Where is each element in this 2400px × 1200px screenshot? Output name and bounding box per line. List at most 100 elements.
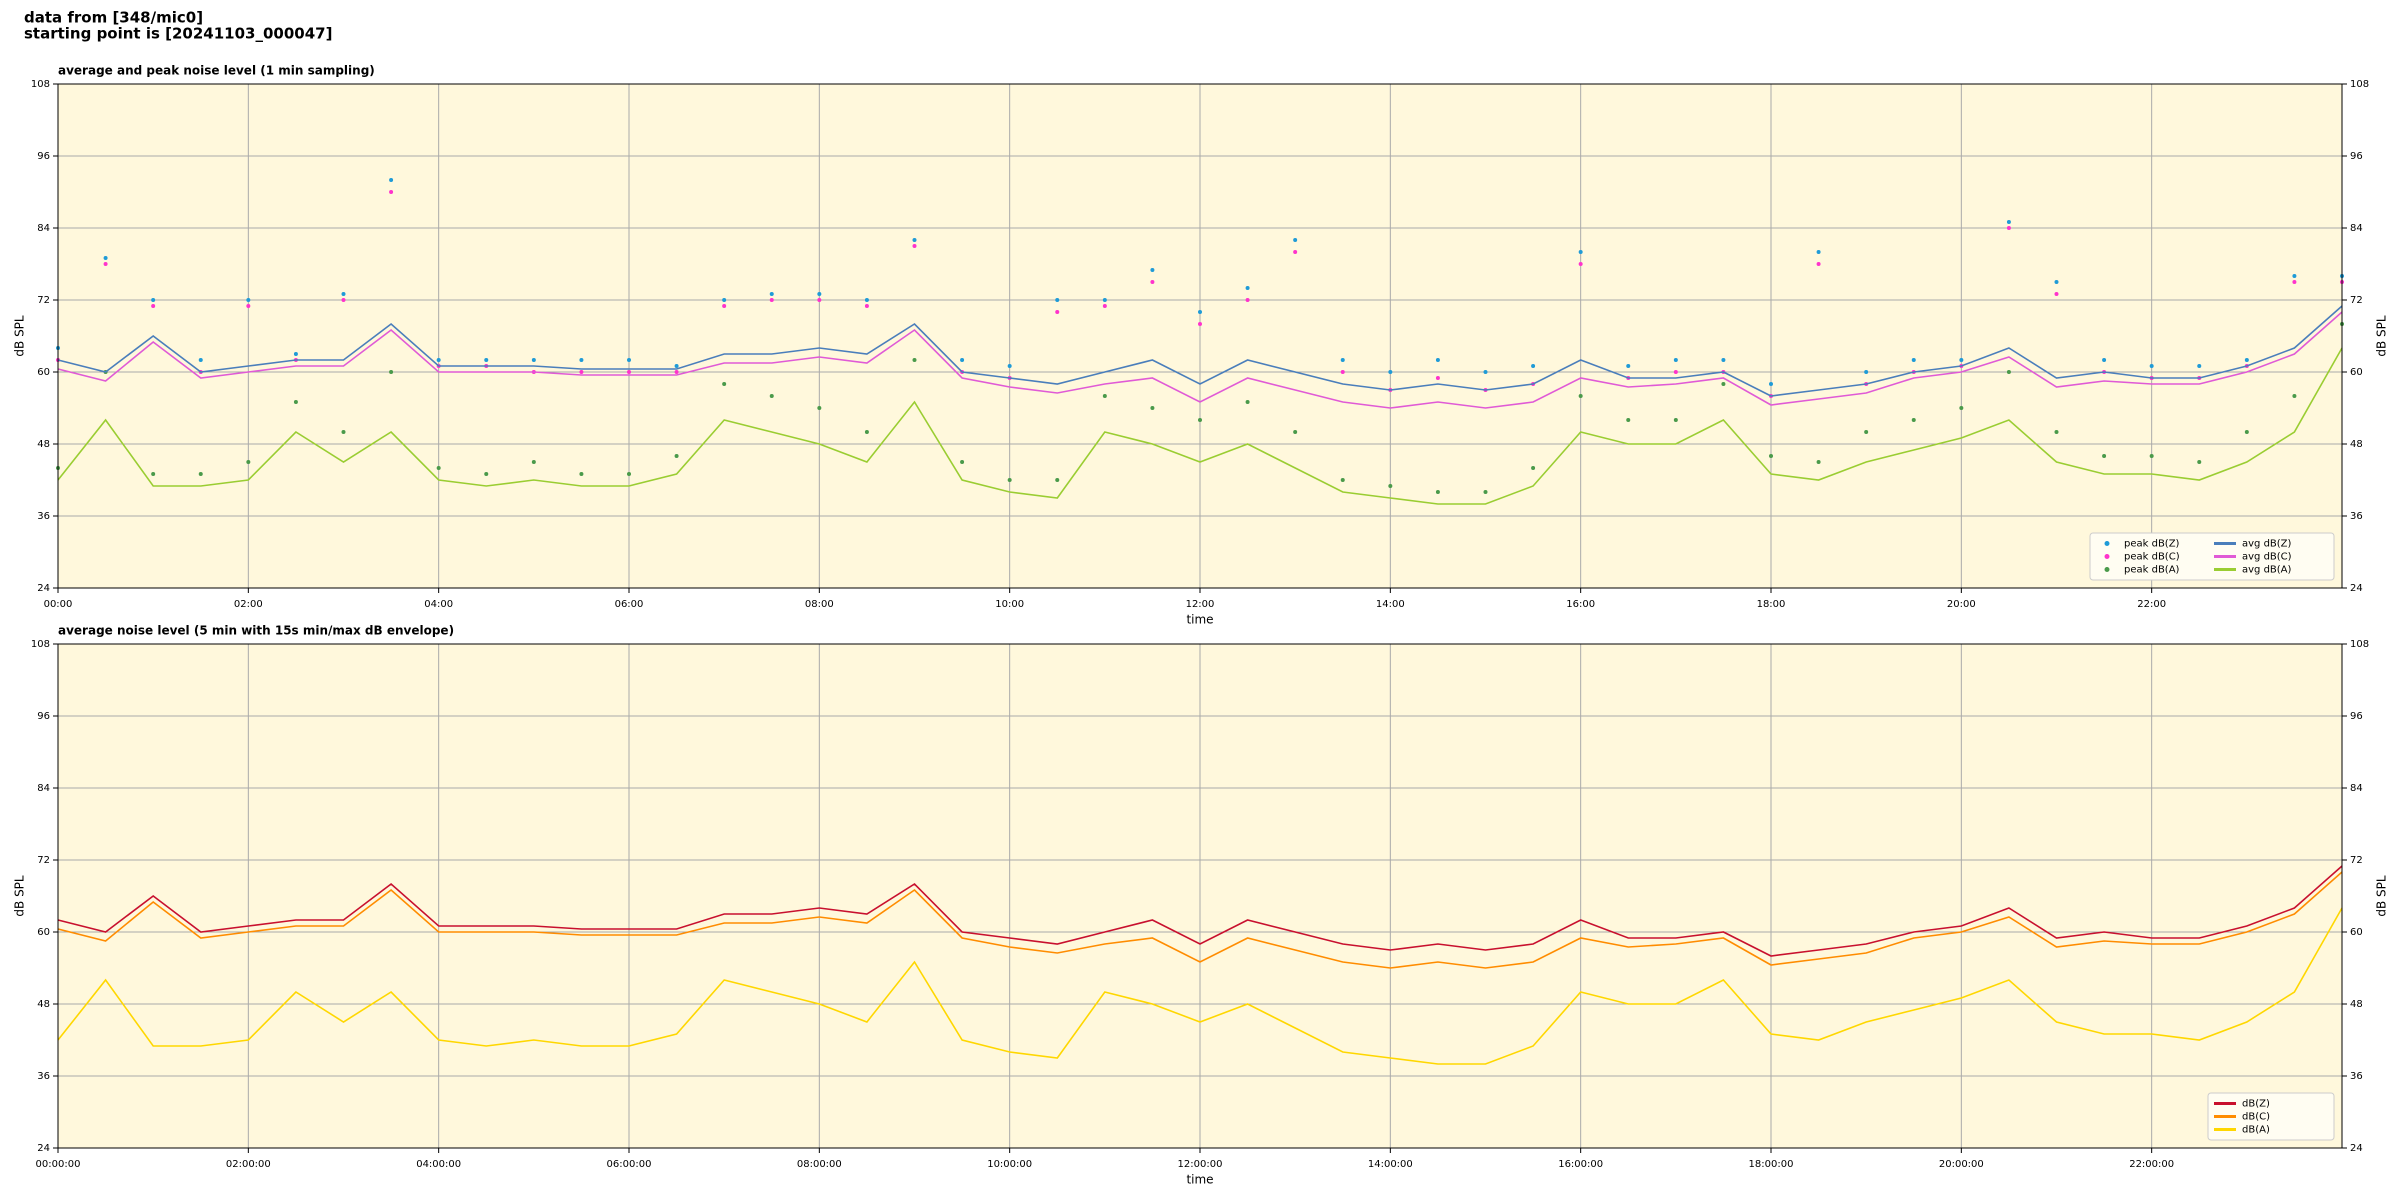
y-tick-label: 48 bbox=[37, 439, 50, 450]
peak-point bbox=[341, 298, 346, 302]
peak-point bbox=[484, 472, 489, 476]
x-tick-label: 16:00 bbox=[1566, 599, 1595, 610]
legend-label: dB(A) bbox=[2242, 1125, 2270, 1136]
peak-point bbox=[1673, 358, 1678, 362]
y-tick-label: 108 bbox=[2350, 79, 2369, 90]
y-tick-label: 96 bbox=[37, 151, 50, 162]
x-tick-label: 04:00:00 bbox=[416, 1159, 461, 1170]
peak-point bbox=[1150, 406, 1155, 410]
peak-point bbox=[960, 460, 965, 464]
x-axis-label: time bbox=[1186, 613, 1213, 627]
plot-frame bbox=[57, 643, 2343, 1149]
y-tick-label: 24 bbox=[2350, 1143, 2363, 1154]
x-tick-label: 00:00 bbox=[44, 599, 73, 610]
legend-label: peak dB(C) bbox=[2124, 552, 2180, 563]
peak-point bbox=[674, 364, 679, 368]
y-tick-label: 84 bbox=[37, 783, 50, 794]
x-tick-label: 18:00:00 bbox=[1749, 1159, 1794, 1170]
peak-point bbox=[293, 352, 298, 356]
peak-point bbox=[1911, 358, 1916, 362]
peak-point bbox=[960, 358, 965, 362]
x-tick-label: 04:00 bbox=[424, 599, 453, 610]
peak-point bbox=[1293, 250, 1298, 254]
peak-point bbox=[531, 358, 536, 362]
peak-point bbox=[1959, 406, 1964, 410]
peak-point bbox=[722, 298, 727, 302]
peak-point bbox=[389, 190, 394, 194]
peak-point bbox=[1769, 454, 1773, 458]
peak-point bbox=[151, 298, 156, 302]
peak-point bbox=[1816, 262, 1821, 266]
x-tick-label: 22:00 bbox=[2137, 599, 2166, 610]
peak-point bbox=[151, 304, 156, 308]
y-tick-label: 84 bbox=[2350, 783, 2363, 794]
peak-point bbox=[1388, 370, 1393, 374]
y-tick-label: 48 bbox=[2350, 439, 2363, 450]
peak-point bbox=[1150, 280, 1155, 284]
peak-point bbox=[1340, 478, 1345, 482]
peak-point bbox=[1483, 490, 1488, 494]
peak-point bbox=[1721, 358, 1726, 362]
peak-point bbox=[1245, 400, 1250, 404]
peak-point bbox=[2054, 280, 2059, 284]
y-tick-label: 96 bbox=[2350, 151, 2363, 162]
legend-label: dB(C) bbox=[2242, 1112, 2270, 1123]
peak-point bbox=[341, 292, 346, 296]
x-tick-label: 02:00:00 bbox=[226, 1159, 271, 1170]
legend-label: peak dB(Z) bbox=[2124, 539, 2180, 550]
x-tick-label: 16:00:00 bbox=[1558, 1159, 1603, 1170]
peak-point bbox=[579, 472, 584, 476]
y-tick-label: 72 bbox=[37, 855, 50, 866]
peak-point bbox=[864, 430, 869, 434]
peak-point bbox=[864, 298, 869, 302]
y-axis-label: dB SPL bbox=[13, 875, 27, 917]
peak-point bbox=[2149, 364, 2154, 368]
peak-point bbox=[341, 430, 346, 434]
peak-point bbox=[436, 358, 441, 362]
peak-point bbox=[1626, 418, 1631, 422]
peak-point bbox=[722, 382, 727, 386]
peak-point bbox=[1293, 238, 1298, 242]
peak-point bbox=[817, 292, 822, 296]
x-tick-label: 10:00:00 bbox=[987, 1159, 1032, 1170]
y-tick-label: 24 bbox=[37, 1143, 50, 1154]
series-line bbox=[57, 347, 2343, 505]
peak-point bbox=[579, 358, 584, 362]
peak-point bbox=[436, 466, 441, 470]
y-tick-label: 60 bbox=[37, 367, 50, 378]
peak-point bbox=[1150, 268, 1155, 272]
peak-point bbox=[864, 304, 869, 308]
peak-point bbox=[2292, 274, 2297, 278]
peak-point bbox=[769, 394, 774, 398]
series-line bbox=[57, 865, 2343, 957]
peak-point bbox=[1198, 310, 1202, 314]
y-tick-label: 108 bbox=[2350, 639, 2369, 650]
peak-point bbox=[1055, 478, 1060, 482]
y-tick-label: 108 bbox=[31, 79, 50, 90]
y-tick-label: 36 bbox=[2350, 511, 2363, 522]
y-axis-label: dB SPL bbox=[13, 315, 27, 357]
y-tick-label: 72 bbox=[2350, 855, 2363, 866]
legend-label: avg dB(C) bbox=[2242, 552, 2292, 563]
peak-point bbox=[103, 256, 108, 260]
x-tick-label: 22:00:00 bbox=[2129, 1159, 2174, 1170]
peak-point bbox=[1198, 418, 1202, 422]
peak-point bbox=[1721, 382, 1726, 386]
x-tick-label: 14:00 bbox=[1376, 599, 1405, 610]
y-tick-label: 84 bbox=[2350, 223, 2363, 234]
header-line: starting point is [20241103_000047] bbox=[24, 25, 332, 43]
peak-point bbox=[1388, 484, 1393, 488]
peak-point bbox=[1483, 370, 1488, 374]
peak-point bbox=[1578, 394, 1583, 398]
peak-point bbox=[1245, 286, 1250, 290]
peak-point bbox=[1578, 250, 1583, 254]
peak-point bbox=[1198, 322, 1202, 326]
peak-point bbox=[531, 460, 536, 464]
peak-point bbox=[2197, 460, 2202, 464]
legend-marker bbox=[2104, 567, 2110, 572]
peak-point bbox=[2054, 430, 2059, 434]
y-tick-label: 96 bbox=[2350, 711, 2363, 722]
x-tick-label: 18:00 bbox=[1757, 599, 1786, 610]
peak-point bbox=[1435, 490, 1440, 494]
peak-point bbox=[2292, 280, 2297, 284]
